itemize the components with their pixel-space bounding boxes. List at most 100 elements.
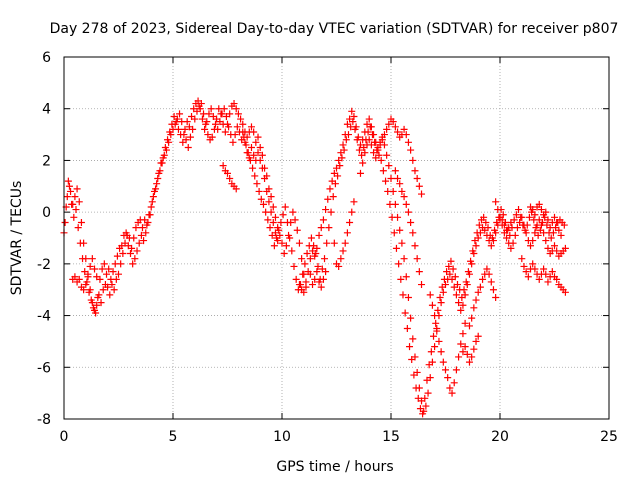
- data-point: [488, 234, 496, 242]
- data-point: [292, 275, 300, 283]
- data-point: [489, 286, 497, 294]
- data-point: [256, 144, 264, 151]
- data-point: [113, 252, 121, 260]
- data-point: [108, 281, 116, 289]
- x-tick-label: 10: [273, 429, 291, 445]
- data-point: [392, 244, 400, 252]
- data-point: [482, 218, 490, 226]
- data-point: [366, 123, 374, 131]
- data-point: [290, 262, 298, 270]
- data-point: [321, 255, 329, 263]
- data-point: [457, 306, 465, 314]
- data-point: [313, 268, 321, 276]
- data-point: [339, 247, 347, 255]
- data-point: [212, 120, 220, 128]
- data-point: [361, 149, 369, 157]
- data-point: [317, 224, 325, 232]
- data-point: [135, 239, 143, 247]
- data-point: [527, 242, 535, 250]
- data-point: [416, 405, 424, 413]
- data-point: [414, 394, 422, 402]
- data-point: [319, 275, 327, 283]
- data-point: [376, 141, 384, 149]
- data-point: [170, 112, 178, 120]
- data-point: [517, 213, 525, 221]
- data-point: [302, 283, 310, 291]
- data-point: [403, 325, 411, 332]
- data-point: [166, 128, 174, 136]
- data-point: [245, 154, 253, 162]
- data-point: [407, 314, 415, 322]
- data-point: [450, 379, 458, 387]
- data-point: [422, 402, 430, 410]
- data-point: [472, 296, 480, 304]
- data-point: [487, 278, 495, 286]
- data-point: [530, 216, 538, 224]
- data-point: [372, 154, 380, 162]
- data-point: [378, 136, 386, 144]
- data-point: [468, 314, 476, 322]
- data-point: [535, 275, 543, 283]
- data-point: [544, 278, 552, 286]
- data-point: [254, 133, 262, 141]
- data-point: [472, 337, 480, 345]
- data-point: [348, 208, 356, 216]
- data-point: [254, 149, 262, 157]
- data-point: [427, 348, 435, 356]
- data-point: [61, 218, 69, 226]
- data-point: [259, 200, 267, 208]
- data-point: [300, 288, 308, 296]
- data-point: [330, 239, 338, 247]
- data-point: [205, 110, 213, 118]
- data-point: [400, 193, 408, 201]
- data-point: [341, 239, 349, 247]
- data-point: [548, 268, 556, 276]
- data-point: [452, 366, 460, 374]
- data-point: [232, 105, 240, 113]
- data-point: [255, 187, 263, 195]
- data-point: [411, 167, 419, 175]
- data-point: [109, 268, 117, 276]
- data-point: [266, 224, 274, 232]
- data-point: [315, 231, 323, 239]
- data-point: [256, 156, 264, 164]
- data-point: [468, 353, 476, 361]
- data-point: [459, 348, 467, 356]
- data-point: [306, 255, 314, 263]
- data-point: [388, 213, 396, 221]
- data-point: [521, 226, 529, 234]
- data-point: [544, 216, 552, 224]
- x-tick-label: 15: [382, 429, 400, 445]
- data-point: [459, 330, 467, 338]
- data-point: [409, 156, 417, 164]
- data-point: [439, 358, 447, 366]
- data-point: [65, 182, 73, 190]
- data-point: [240, 133, 248, 141]
- data-point: [349, 118, 357, 126]
- data-point: [520, 262, 528, 270]
- data-point: [415, 268, 423, 276]
- data-point: [542, 208, 550, 216]
- data-point: [426, 291, 434, 299]
- data-point: [219, 162, 227, 170]
- data-point: [492, 198, 500, 206]
- data-point: [72, 206, 80, 214]
- data-point: [431, 312, 439, 320]
- data-points: [60, 97, 569, 418]
- data-point: [515, 206, 523, 214]
- data-point: [82, 281, 90, 289]
- data-point: [491, 226, 499, 234]
- data-point: [344, 131, 352, 139]
- plot-frame: [63, 56, 610, 420]
- data-point: [449, 265, 457, 273]
- data-point: [532, 224, 540, 232]
- data-point: [440, 275, 448, 283]
- data-point: [553, 218, 561, 226]
- data-point: [323, 239, 331, 247]
- data-point: [383, 125, 391, 133]
- data-point: [535, 200, 543, 208]
- data-point: [435, 337, 443, 345]
- data-point: [271, 229, 279, 237]
- data-point: [436, 293, 444, 301]
- data-point: [539, 218, 547, 226]
